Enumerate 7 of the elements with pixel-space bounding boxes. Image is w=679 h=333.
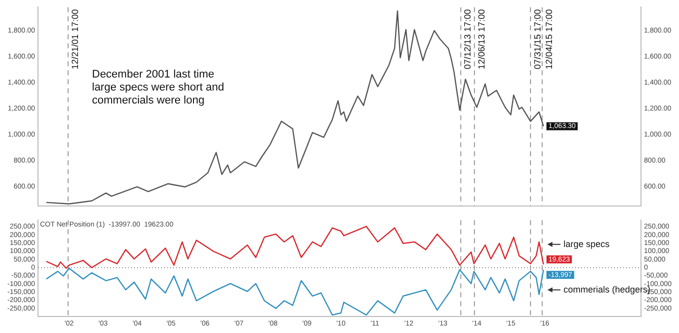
- text: large specs: [563, 238, 610, 249]
- ref-line-label: 07/12/13 17:00: [462, 9, 473, 70]
- ref-line-label: 12/21/01 17:00: [70, 9, 80, 70]
- ref-line-label: 12/04/15 17:00: [544, 9, 554, 70]
- ref-line-label: 07/31/15 17:00: [532, 9, 542, 70]
- annotation: December 2001 last time large specs were short and commercials were long: [92, 68, 224, 107]
- ref-line-label: 12/06/13 17:00: [476, 9, 486, 70]
